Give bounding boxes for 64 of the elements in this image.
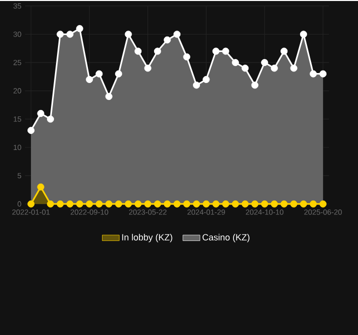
point: [105, 92, 112, 100]
point: [46, 200, 54, 208]
point: [192, 200, 200, 208]
point: [222, 48, 230, 55]
point: [37, 183, 44, 191]
point: [183, 200, 190, 208]
point: [154, 48, 162, 55]
point: [164, 36, 171, 44]
point: [242, 64, 249, 72]
point: [300, 30, 308, 38]
legend-label: Casino (KZ): [202, 234, 250, 242]
point: [144, 200, 152, 208]
point: [56, 30, 64, 38]
point: [261, 59, 268, 66]
legend-label: In lobby (KZ): [122, 234, 172, 242]
point: [27, 126, 35, 134]
point: [290, 64, 298, 72]
point: [202, 76, 210, 84]
point: [144, 64, 152, 72]
point: [261, 200, 268, 208]
point: [27, 200, 35, 208]
point: [76, 200, 84, 208]
point: [56, 200, 64, 208]
point: [319, 70, 327, 78]
point: [251, 82, 258, 89]
point: [222, 200, 230, 208]
point: [310, 70, 317, 78]
point: [173, 30, 181, 38]
point: [66, 200, 74, 208]
point: [154, 200, 162, 208]
point: [96, 70, 103, 78]
point: [183, 53, 190, 60]
point: [86, 200, 93, 208]
point: [124, 200, 132, 208]
point: [232, 200, 239, 208]
point: [319, 200, 327, 208]
point: [115, 200, 122, 208]
point: [251, 200, 258, 208]
point: [280, 200, 288, 208]
point: [202, 200, 210, 208]
point: [164, 200, 171, 208]
point: [66, 30, 74, 38]
point: [173, 200, 181, 208]
point: [280, 48, 288, 55]
point: [134, 48, 142, 55]
point: [290, 200, 298, 208]
point: [212, 48, 220, 55]
point: [242, 200, 249, 208]
point: [134, 200, 142, 208]
point: [270, 64, 278, 72]
point: [300, 200, 308, 208]
point: [37, 110, 44, 117]
point: [192, 82, 200, 89]
point: [212, 200, 220, 208]
point: [124, 30, 132, 38]
point: [232, 59, 239, 66]
point: [96, 200, 103, 208]
point: [270, 200, 278, 208]
point: [46, 116, 54, 123]
point: [310, 200, 317, 208]
point: [86, 76, 93, 84]
point: [105, 200, 112, 208]
point: [115, 70, 122, 78]
point: [76, 25, 84, 32]
